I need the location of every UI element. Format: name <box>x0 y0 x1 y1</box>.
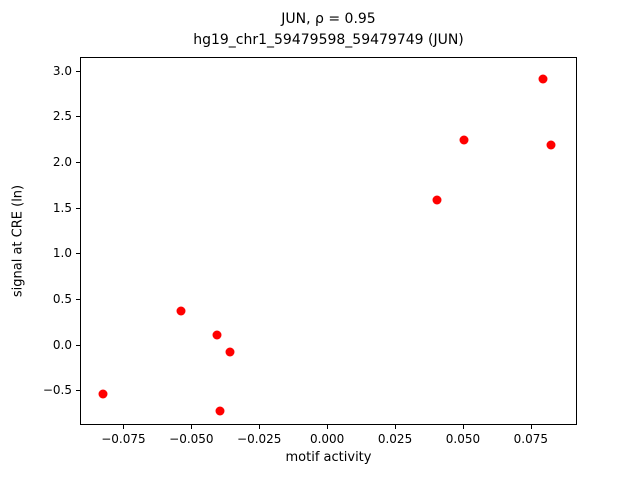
scatter-point <box>212 330 222 340</box>
x-tick-mark <box>395 425 397 429</box>
scatter-point <box>225 347 235 357</box>
chart-title: JUN, ρ = 0.95 <box>281 11 376 27</box>
y-tick-mark <box>76 344 80 346</box>
scatter-point <box>176 306 186 316</box>
y-tick-label: 2.0 <box>52 155 72 169</box>
x-tick-mark <box>259 425 261 429</box>
y-tick-mark <box>76 390 80 392</box>
scatter-point <box>98 389 108 399</box>
x-tick-label: −0.050 <box>169 432 214 446</box>
x-tick-label: 0.000 <box>309 432 345 446</box>
y-tick-mark <box>76 253 80 255</box>
x-tick-label: 0.075 <box>513 432 549 446</box>
plot-area <box>80 57 577 425</box>
x-tick-label: 0.050 <box>445 432 481 446</box>
scatter-point <box>459 135 469 145</box>
y-tick-label: 1.5 <box>52 200 72 215</box>
chart-subtitle: hg19_chr1_59479598_59479749 (JUN) <box>193 32 464 48</box>
y-tick-label: 1.0 <box>52 246 72 261</box>
y-tick-mark <box>76 70 80 72</box>
scatter-point <box>432 195 442 205</box>
x-tick-mark <box>530 425 532 429</box>
y-tick-mark <box>76 162 80 163</box>
x-tick-mark <box>327 425 329 429</box>
x-tick-mark <box>191 425 193 429</box>
scatter-point <box>546 140 556 150</box>
y-tick-mark <box>76 207 80 209</box>
y-axis-label: signal at CRE (ln) <box>10 184 26 298</box>
y-tick-label: −0.5 <box>42 383 72 398</box>
x-tick-label: 0.025 <box>377 432 413 446</box>
x-tick-mark <box>462 425 464 429</box>
y-tick-mark <box>76 116 80 118</box>
scatter-point <box>538 74 548 84</box>
y-tick-label: 0.5 <box>52 291 72 306</box>
y-tick-label: 2.5 <box>52 109 72 124</box>
x-axis-label: motif activity <box>285 450 372 465</box>
y-tick-label: 0.0 <box>52 337 72 352</box>
y-tick-label: 3.0 <box>52 63 72 78</box>
y-tick-mark <box>76 298 80 300</box>
scatter-point <box>215 406 224 416</box>
x-tick-label: −0.075 <box>101 432 146 446</box>
x-tick-label: −0.025 <box>237 432 282 446</box>
x-tick-mark <box>123 425 125 429</box>
